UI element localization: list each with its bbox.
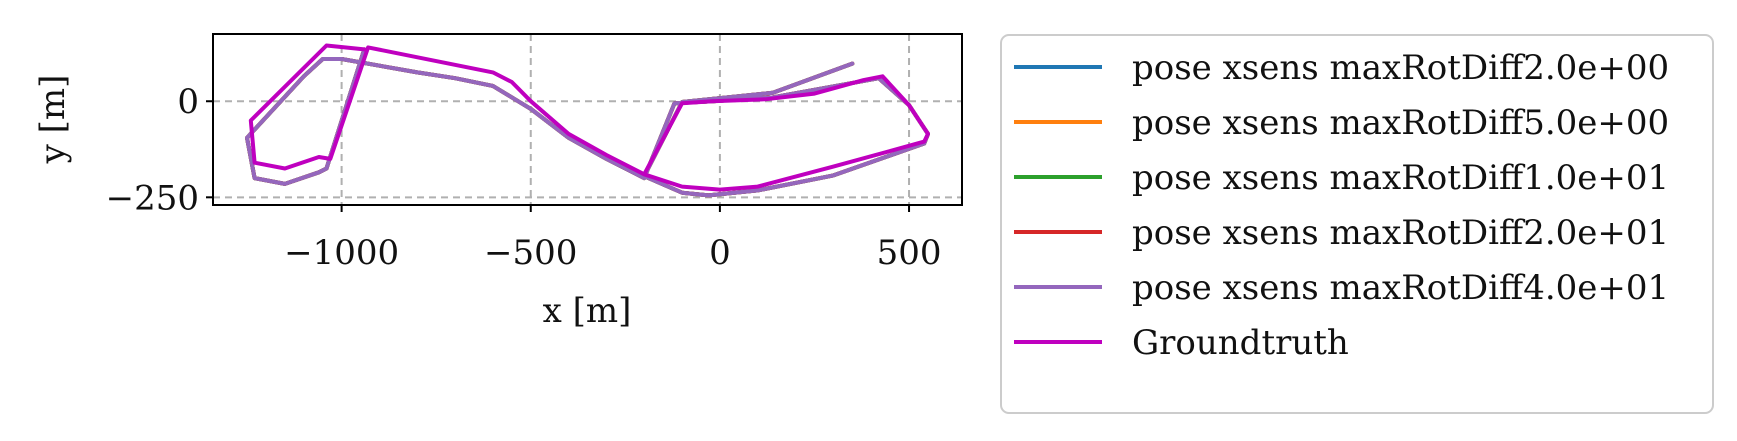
legend: pose xsens maxRotDiff2.0e+00 pose xsens m… xyxy=(1000,34,1714,414)
legend-label: pose xsens maxRotDiff4.0e+01 xyxy=(1132,268,1669,308)
legend-label: pose xsens maxRotDiff2.0e+00 xyxy=(1132,48,1669,88)
legend-item: pose xsens maxRotDiff1.0e+01 xyxy=(1014,158,1669,198)
series-layer xyxy=(245,43,930,198)
legend-items: pose xsens maxRotDiff2.0e+00 pose xsens m… xyxy=(1014,48,1669,363)
legend-item: pose xsens maxRotDiff2.0e+01 xyxy=(1014,213,1669,253)
legend-label: pose xsens maxRotDiff1.0e+01 xyxy=(1132,158,1669,198)
x-tick-label: 500 xyxy=(877,233,942,273)
legend-item: pose xsens maxRotDiff2.0e+00 xyxy=(1014,48,1669,88)
y-axis-label: y [m] xyxy=(33,75,73,165)
plot-background xyxy=(213,34,962,205)
x-axis-label: x [m] xyxy=(543,291,632,331)
grid-lines xyxy=(213,34,962,205)
ticks: −1000 −500 0 500 0 −250 xyxy=(106,82,942,273)
legend-label: Groundtruth xyxy=(1132,323,1349,363)
legend-frame xyxy=(1000,34,1714,414)
y-tick-label: −250 xyxy=(106,178,199,218)
plot-area: −1000 −500 0 500 0 −250 xyxy=(106,33,963,273)
axes-frame xyxy=(212,33,963,206)
x-tick-label: −1000 xyxy=(284,233,399,273)
legend-label: pose xsens maxRotDiff2.0e+01 xyxy=(1132,213,1669,253)
series-line-6 xyxy=(248,43,930,192)
legend-label: pose xsens maxRotDiff5.0e+00 xyxy=(1132,103,1669,143)
legend-item: pose xsens maxRotDiff4.0e+01 xyxy=(1014,268,1669,308)
legend-item: pose xsens maxRotDiff5.0e+00 xyxy=(1014,103,1669,143)
x-tick-label: −500 xyxy=(484,233,577,273)
legend-item: Groundtruth xyxy=(1014,323,1349,363)
y-tick-label: 0 xyxy=(177,82,199,122)
series-line-5 xyxy=(245,47,930,198)
x-tick-label: 0 xyxy=(709,233,731,273)
